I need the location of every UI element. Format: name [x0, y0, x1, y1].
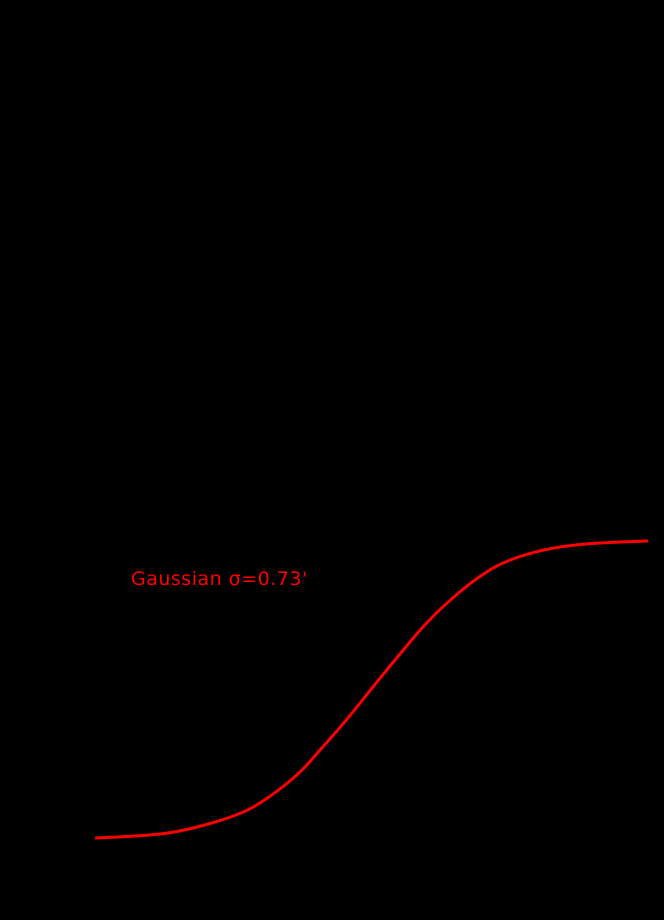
curve-annotation-label: Gaussian σ=0.73' — [131, 568, 308, 590]
gaussian-cdf-curve — [94, 539, 649, 840]
